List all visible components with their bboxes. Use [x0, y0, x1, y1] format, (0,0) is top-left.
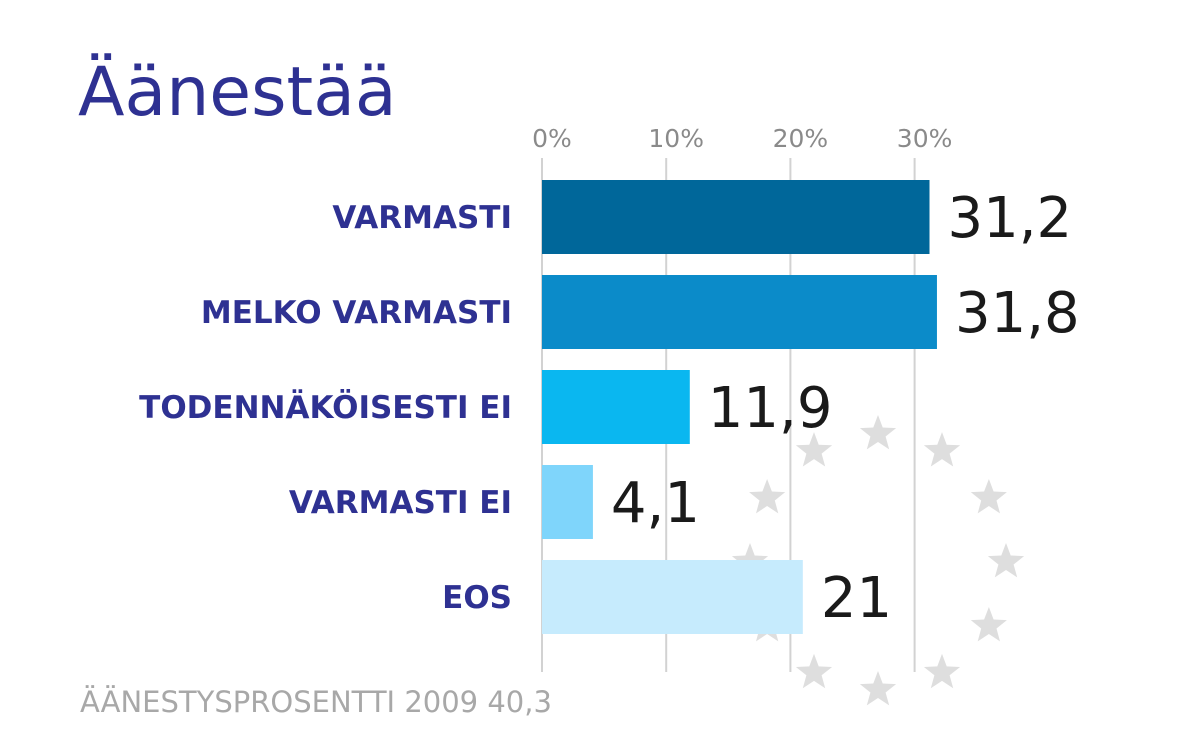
bar: [542, 275, 937, 349]
star-icon: [970, 479, 1007, 514]
star-icon: [795, 432, 833, 467]
turnout-footnote: ÄÄNESTYSPROSENTTI 2009 40,3: [80, 685, 552, 719]
category-label: VARMASTI: [332, 200, 512, 236]
star-icon: [970, 607, 1007, 642]
bars: [542, 180, 937, 634]
chart-title: Äänestää: [78, 53, 397, 132]
category-label: TODENNÄKÖISESTI EI: [139, 389, 512, 426]
data-label: 11,9: [708, 376, 833, 441]
tick-label: 30%: [897, 124, 953, 153]
star-icon: [987, 543, 1025, 578]
star-icon: [923, 432, 961, 467]
star-icon: [795, 653, 833, 689]
data-label: 4,1: [611, 471, 700, 536]
star-icon: [859, 671, 897, 706]
category-labels: VARMASTI MELKO VARMASTI TODENNÄKÖISESTI EI…: [139, 200, 512, 616]
star-icon: [749, 479, 786, 514]
data-label: 31,2: [948, 186, 1073, 251]
data-label: 21: [821, 566, 892, 631]
category-label: MELKO VARMASTI: [201, 295, 512, 331]
tick-label: 10%: [648, 124, 704, 153]
bar: [542, 465, 593, 539]
data-label: 31,8: [955, 281, 1080, 346]
value-labels: 31,2 31,8 11,94,1 21: [611, 186, 1080, 631]
axis-tick-labels: 0% 10% 20% 30%: [532, 124, 952, 153]
star-icon: [859, 415, 897, 450]
tick-label: 0%: [532, 124, 572, 153]
bar: [542, 180, 930, 254]
category-label: EOS: [442, 580, 512, 616]
star-icon: [923, 653, 961, 689]
tick-label: 20%: [773, 124, 829, 153]
bar: [542, 560, 803, 634]
category-label: VARMASTI EI: [289, 485, 512, 521]
bar: [542, 370, 690, 444]
